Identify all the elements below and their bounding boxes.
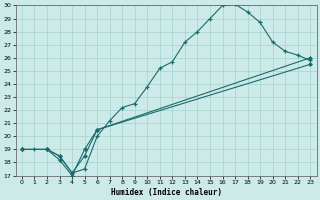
X-axis label: Humidex (Indice chaleur): Humidex (Indice chaleur) <box>111 188 221 197</box>
